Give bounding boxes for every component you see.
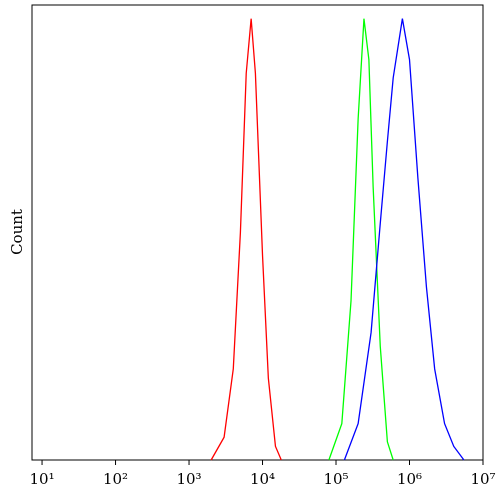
series-line	[328, 18, 394, 461]
x-tick-label: 10⁵	[323, 470, 348, 488]
x-tick-label: 10³	[176, 470, 201, 488]
plot-frame	[31, 4, 484, 461]
x-tick-label: 10¹	[29, 470, 54, 488]
x-tick-label: 10²	[103, 470, 128, 488]
series-line	[343, 18, 465, 461]
x-tick-label: 10⁴	[250, 470, 275, 488]
x-tick-label: 10⁷	[470, 470, 495, 488]
y-axis-label: Count	[8, 209, 26, 255]
x-tick-label: 10⁶	[397, 470, 422, 488]
series-line	[210, 18, 282, 461]
